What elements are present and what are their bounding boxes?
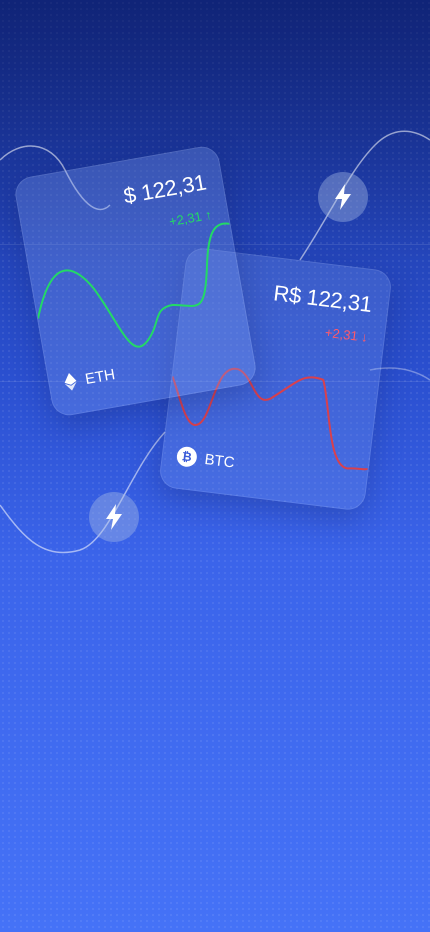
btc-price-card[interactable]: R$ 122,31 +2,31 ↓ ₿ BTC — [158, 246, 393, 512]
btc-symbol: BTC — [203, 450, 236, 472]
eth-price-chart-line — [37, 222, 230, 348]
ethereum-icon — [62, 371, 79, 393]
eth-asset-label: ETH — [62, 364, 117, 393]
eth-price-card[interactable]: $ 122,31 +2,31 ↑ ETH — [12, 143, 259, 419]
background-grid-line — [0, 381, 430, 382]
btc-price-chart-line — [171, 367, 368, 471]
eth-symbol: ETH — [83, 365, 117, 388]
bitcoin-icon: ₿ — [175, 445, 199, 468]
background-grid-line — [0, 244, 430, 245]
lightning-icon — [318, 172, 368, 222]
background-top-shade — [0, 0, 430, 260]
lightning-icon — [89, 492, 139, 542]
